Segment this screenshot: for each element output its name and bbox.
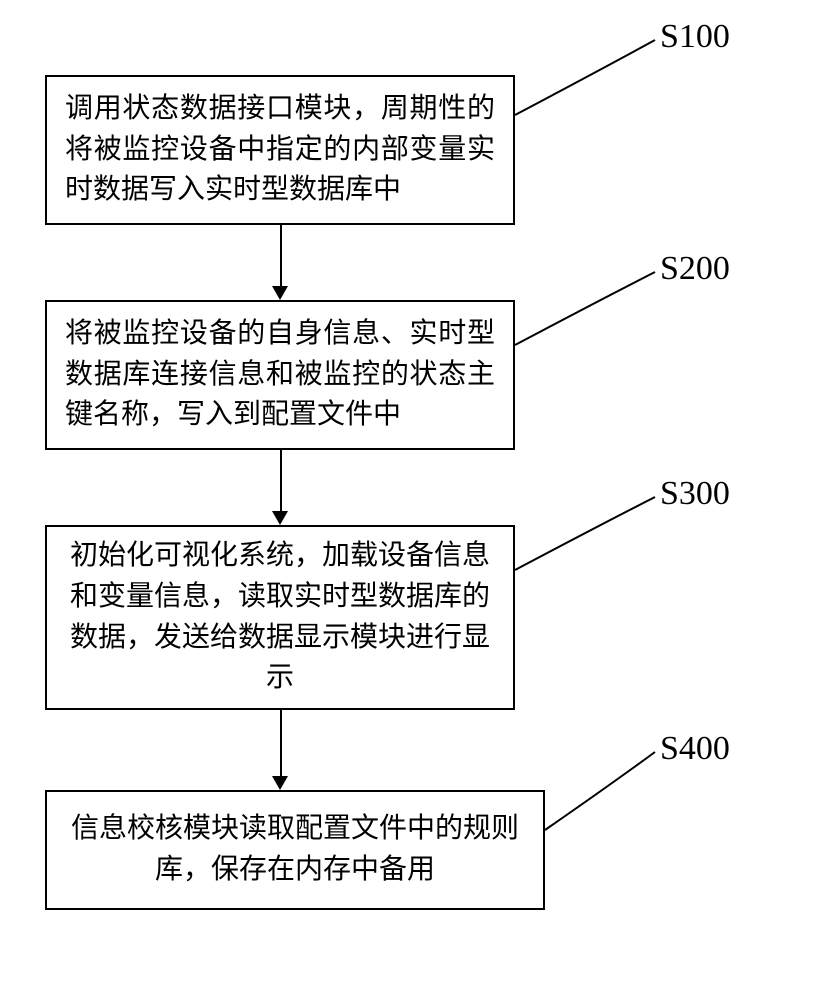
step-s200-box: 将被监控设备的自身信息、实时型数据库连接信息和被监控的状态主键名称，写入到配置文… (45, 300, 515, 450)
step-s400-label: S400 (660, 730, 730, 768)
step-s300-box: 初始化可视化系统，加载设备信息和变量信息，读取实时型数据库的数据，发送给数据显示… (45, 525, 515, 710)
step-s300-text: 初始化可视化系统，加载设备信息和变量信息，读取实时型数据库的数据，发送给数据显示… (65, 536, 495, 698)
step-s300-label: S300 (660, 475, 730, 513)
step-s100-box: 调用状态数据接口模块，周期性的将被监控设备中指定的内部变量实时数据写入实时型数据… (45, 75, 515, 225)
arrow-3-head (272, 776, 288, 790)
arrow-2-head (272, 511, 288, 525)
step-s200-label: S200 (660, 250, 730, 288)
flowchart-container: 调用状态数据接口模块，周期性的将被监控设备中指定的内部变量实时数据写入实时型数据… (0, 0, 832, 1000)
step-s400-box: 信息校核模块读取配置文件中的规则库，保存在内存中备用 (45, 790, 545, 910)
arrow-1-head (272, 286, 288, 300)
arrow-1-line (280, 225, 282, 286)
step-s100-label: S100 (660, 18, 730, 56)
step-s400-text: 信息校核模块读取配置文件中的规则库，保存在内存中备用 (65, 809, 525, 890)
arrow-3-line (280, 710, 282, 776)
step-s100-text: 调用状态数据接口模块，周期性的将被监控设备中指定的内部变量实时数据写入实时型数据… (65, 89, 495, 211)
arrow-2-line (280, 450, 282, 511)
step-s200-text: 将被监控设备的自身信息、实时型数据库连接信息和被监控的状态主键名称，写入到配置文… (65, 314, 495, 436)
